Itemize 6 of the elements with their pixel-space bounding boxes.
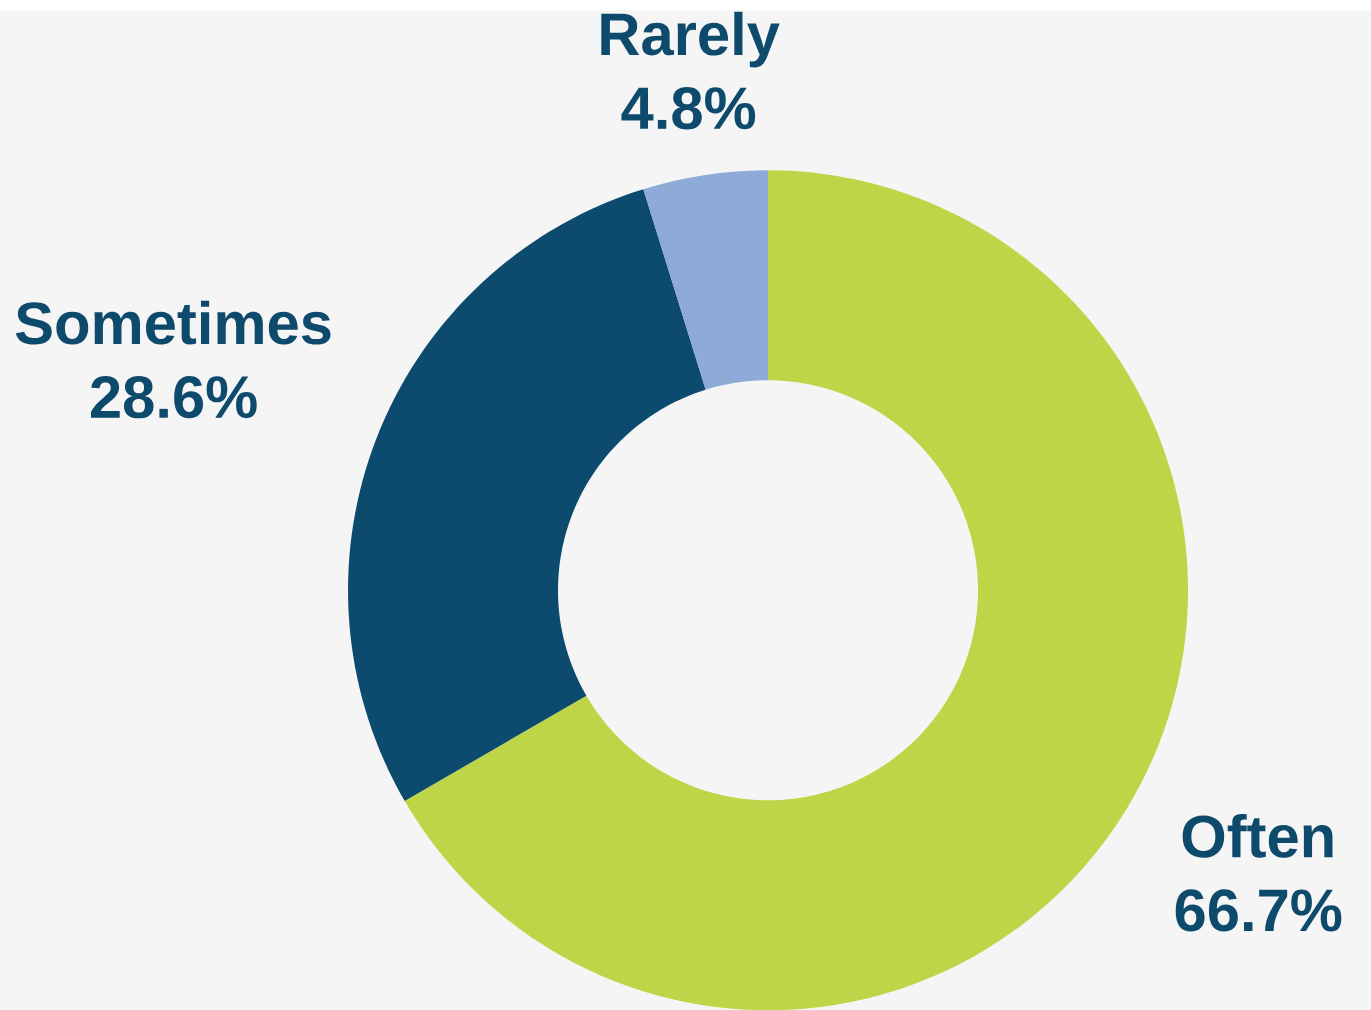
slice-label: Sometimes xyxy=(15,300,331,345)
data-label: 4.8% xyxy=(621,86,756,130)
data-label: 28.6% xyxy=(90,375,257,419)
slice-label: Rarely xyxy=(601,11,780,68)
data-label: 66.7% xyxy=(1175,889,1342,932)
slice-label: Often xyxy=(1182,813,1333,858)
